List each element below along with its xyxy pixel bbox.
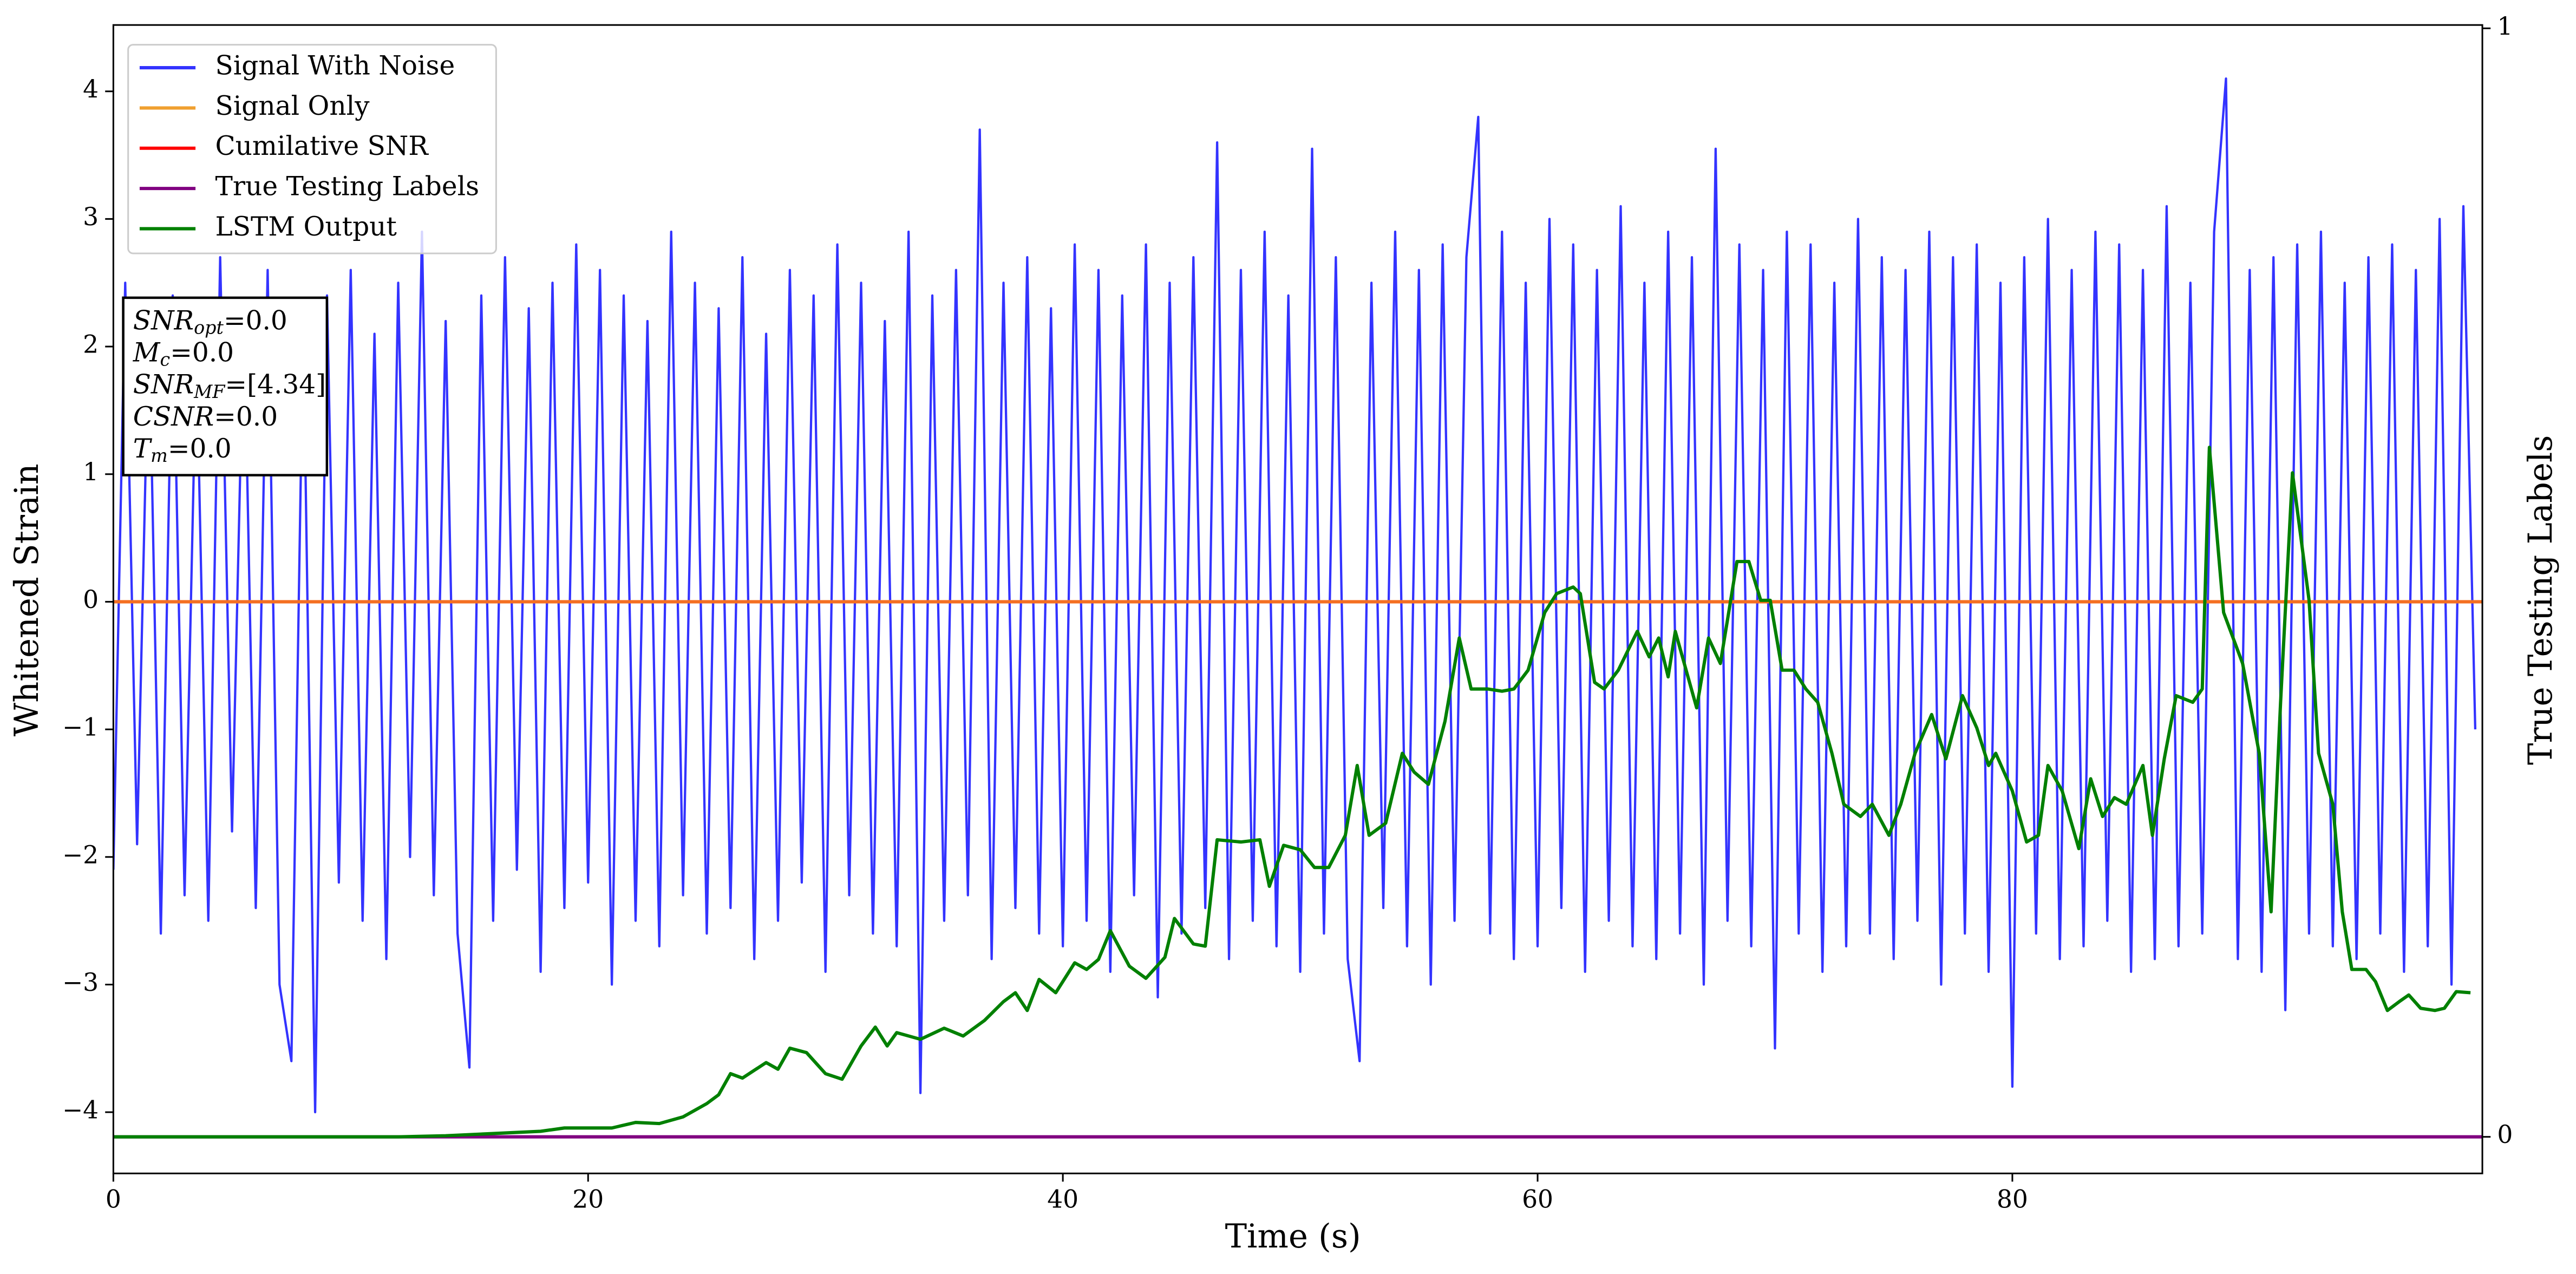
info-subscript: c	[160, 349, 171, 370]
y2-tick-label: 1	[2497, 12, 2513, 41]
legend-label: Cumilative SNR	[215, 131, 429, 161]
x-axis-label: Time (s)	[1225, 1218, 1361, 1256]
y-tick-label: 1	[83, 458, 99, 486]
info-box: SNRopt=0.0Mc=0.0SNRMF=[4.34]CSNR=0.0Tm=0…	[122, 296, 329, 476]
y-tick-label: −4	[62, 1096, 99, 1125]
y2-axis-label: True Testing Labels	[2522, 435, 2560, 765]
y-tick-label: −3	[62, 968, 99, 997]
y-tick-label: −2	[62, 840, 99, 869]
x-tick-label: 20	[572, 1185, 604, 1213]
legend-label: True Testing Labels	[215, 172, 480, 202]
plot-area	[113, 77, 2483, 1139]
y2-tick-label: 0	[2497, 1120, 2513, 1149]
info-subscript: MF	[193, 381, 226, 402]
y-tick-label: 0	[83, 585, 99, 614]
info-symbol: M	[133, 337, 161, 368]
legend-label: Signal With Noise	[215, 51, 455, 81]
info-value: =0.0	[170, 337, 234, 368]
series-line	[113, 446, 2471, 1139]
info-line: SNRMF=[4.34]	[133, 369, 326, 402]
info-symbol: SNR	[133, 305, 194, 336]
info-line: Tm=0.0	[133, 434, 232, 467]
legend-label: LSTM Output	[215, 212, 397, 242]
y-axis-label: Whitened Strain	[8, 463, 46, 736]
info-value: =[4.34]	[225, 369, 326, 400]
info-subscript: m	[151, 445, 168, 466]
info-value: =0.0	[214, 401, 278, 432]
legend-box	[127, 44, 497, 254]
x-tick-label: 0	[106, 1185, 121, 1213]
x-tick-label: 40	[1047, 1185, 1078, 1213]
info-subscript: opt	[194, 317, 224, 338]
info-value: =0.0	[168, 434, 232, 464]
y-tick-label: 2	[83, 330, 99, 359]
y-tick-label: 4	[83, 75, 99, 103]
info-line: CSNR=0.0	[133, 401, 278, 432]
info-symbol: T	[133, 434, 153, 464]
y-tick-label: 3	[83, 202, 99, 231]
info-symbol: CSNR	[133, 401, 214, 432]
info-line: Mc=0.0	[133, 337, 234, 370]
legend: Signal With Noise Signal Only Cumilative S…	[127, 44, 497, 254]
y-tick-label: −1	[62, 713, 99, 742]
info-line: SNRopt=0.0	[133, 305, 287, 338]
info-value: =0.0	[224, 305, 287, 336]
legend-label: Signal Only	[215, 91, 370, 121]
info-symbol: SNR	[133, 369, 194, 400]
axes-frame	[112, 24, 2483, 1174]
x-tick-label: 60	[1522, 1185, 1553, 1213]
info-box-frame	[122, 296, 329, 476]
x-tick-label: 80	[1997, 1185, 2028, 1213]
